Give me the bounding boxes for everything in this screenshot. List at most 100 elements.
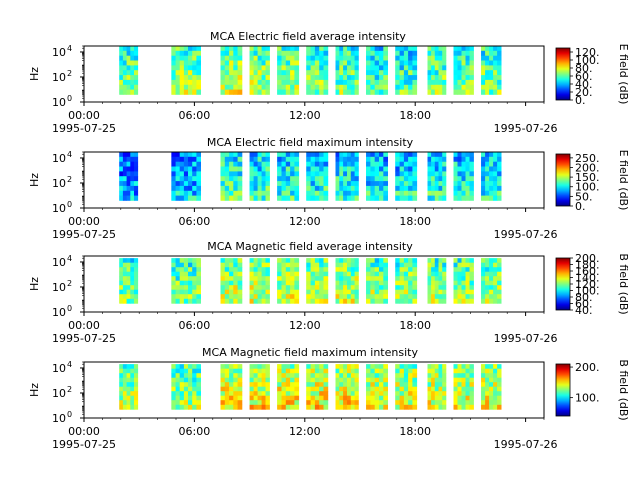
y-tick-label: 10 <box>52 46 66 59</box>
colorbar-label: B field (dB) <box>617 359 630 420</box>
colorbar-tick-label: 250. <box>575 152 600 165</box>
spectrogram-segment <box>306 258 329 304</box>
spectrogram-segment <box>119 152 139 201</box>
colorbar-tick-label: 100. <box>575 285 600 298</box>
y-tick-label: 10 <box>52 306 66 319</box>
spectrogram-segment <box>220 152 243 201</box>
spectrogram-segment <box>119 46 139 95</box>
x-tick-label: 00:00 <box>68 109 100 122</box>
chart-panel-4: MCA Magnetic field maximum intensity Hz 10… <box>28 346 630 451</box>
y-tick-exponent: 2 <box>67 279 72 288</box>
x-tick-label: 00:00 <box>68 215 100 228</box>
chart-title: MCA Magnetic field average intensity <box>207 240 413 253</box>
spectrogram-segment <box>366 152 388 201</box>
x-tick-date-label: 1995-07-25 <box>52 438 116 451</box>
plot-frame <box>83 361 545 419</box>
spectrogram-segment <box>249 364 270 410</box>
spectrogram-segment <box>171 46 201 95</box>
colorbar-tick-label: 200. <box>575 161 600 174</box>
x-tick-label: 00:00 <box>68 425 100 438</box>
colorbar-tick-label: 180. <box>575 259 600 272</box>
x-tick-label: 18:00 <box>399 425 431 438</box>
spectrogram-segment <box>249 46 270 95</box>
x-tick-label: 12:00 <box>289 109 321 122</box>
x-tick-label: 18:00 <box>399 319 431 332</box>
spectrogram-segment <box>366 46 388 95</box>
colorbar-tick-label: 200. <box>575 252 600 265</box>
spectrogram-segment <box>249 258 270 304</box>
colorbar <box>555 363 571 417</box>
spectrogram-segment <box>335 46 359 95</box>
spectrogram-segment <box>249 152 270 201</box>
chart-title: MCA Magnetic field maximum intensity <box>202 346 418 359</box>
colorbar-tick-label: 150. <box>575 171 600 184</box>
chart-panel-3: MCA Magnetic field average intensity Hz 10… <box>28 240 630 345</box>
x-tick-label: 00:00 <box>68 319 100 332</box>
spectrogram-segment <box>395 152 418 201</box>
spectrogram-segment <box>277 364 300 410</box>
colorbar-tick-label: 100. <box>575 54 600 67</box>
spectrogram-segment <box>306 364 329 410</box>
y-tick-exponent: 0 <box>67 304 72 313</box>
spectrogram-segment <box>119 364 139 410</box>
spectrogram-segment <box>277 46 300 95</box>
x-tick-date-label: 1995-07-26 <box>494 332 558 345</box>
spectrogram-segment <box>306 152 329 201</box>
colorbar-tick-label: 60. <box>575 298 593 311</box>
chart-title: MCA Electric field average intensity <box>210 30 406 43</box>
spectrogram-segment <box>366 258 388 304</box>
colorbar-tick-label: 120. <box>575 278 600 291</box>
spectrogram-segment <box>171 258 201 304</box>
spectrogram-segment <box>171 152 201 201</box>
y-tick-label: 10 <box>52 71 66 84</box>
y-axis-label: Hz <box>28 173 41 187</box>
y-axis-label: Hz <box>28 383 41 397</box>
spectrogram-segment <box>220 258 243 304</box>
y-tick-label: 10 <box>52 256 66 269</box>
y-tick-label: 10 <box>52 362 66 375</box>
spectrogram-segment <box>277 258 300 304</box>
spectrogram-segment <box>395 46 418 95</box>
spectrogram-segment <box>453 258 474 304</box>
spectrogram-segment <box>427 152 447 201</box>
x-tick-date-label: 1995-07-25 <box>52 332 116 345</box>
plot-frame <box>83 45 545 103</box>
y-tick-exponent: 4 <box>67 44 72 53</box>
x-tick-label: 12:00 <box>289 425 321 438</box>
colorbar-tick-label: 20. <box>575 86 593 99</box>
y-tick-exponent: 0 <box>67 410 72 419</box>
spectrogram-segment <box>335 258 359 304</box>
x-tick-label: 06:00 <box>179 109 211 122</box>
spectrogram-segment <box>366 364 388 410</box>
colorbar-tick-label: 200. <box>575 361 600 374</box>
spectrogram-segment <box>481 46 502 95</box>
chart-panel-1: MCA Electric field average intensity Hz 10… <box>28 30 630 135</box>
spectrogram-segment <box>119 258 139 304</box>
x-tick-date-label: 1995-07-25 <box>52 228 116 241</box>
y-tick-exponent: 4 <box>67 254 72 263</box>
colorbar-tick-label: 120. <box>575 46 600 59</box>
x-tick-label: 06:00 <box>179 425 211 438</box>
y-tick-exponent: 2 <box>67 69 72 78</box>
y-tick-label: 10 <box>52 177 66 190</box>
y-tick-exponent: 0 <box>67 200 72 209</box>
colorbar-tick-label: 40. <box>575 304 593 317</box>
colorbar <box>555 257 571 311</box>
colorbar-tick-label: 80. <box>575 62 593 75</box>
y-tick-label: 10 <box>52 387 66 400</box>
y-tick-exponent: 4 <box>67 150 72 159</box>
y-axis-label: Hz <box>28 67 41 81</box>
colorbar-tick-label: 0. <box>575 94 586 107</box>
colorbar-tick-label: 140. <box>575 272 600 285</box>
colorbar-label: E field (dB) <box>617 150 630 211</box>
colorbar-tick-label: 80. <box>575 291 593 304</box>
y-tick-label: 10 <box>52 96 66 109</box>
spectrogram-segment <box>395 258 418 304</box>
x-tick-label: 12:00 <box>289 319 321 332</box>
chart-title: MCA Electric field maximum intensity <box>207 136 414 149</box>
y-tick-exponent: 2 <box>67 175 72 184</box>
y-tick-label: 10 <box>52 202 66 215</box>
colorbar-tick-label: 60. <box>575 70 593 83</box>
x-tick-date-label: 1995-07-26 <box>494 122 558 135</box>
